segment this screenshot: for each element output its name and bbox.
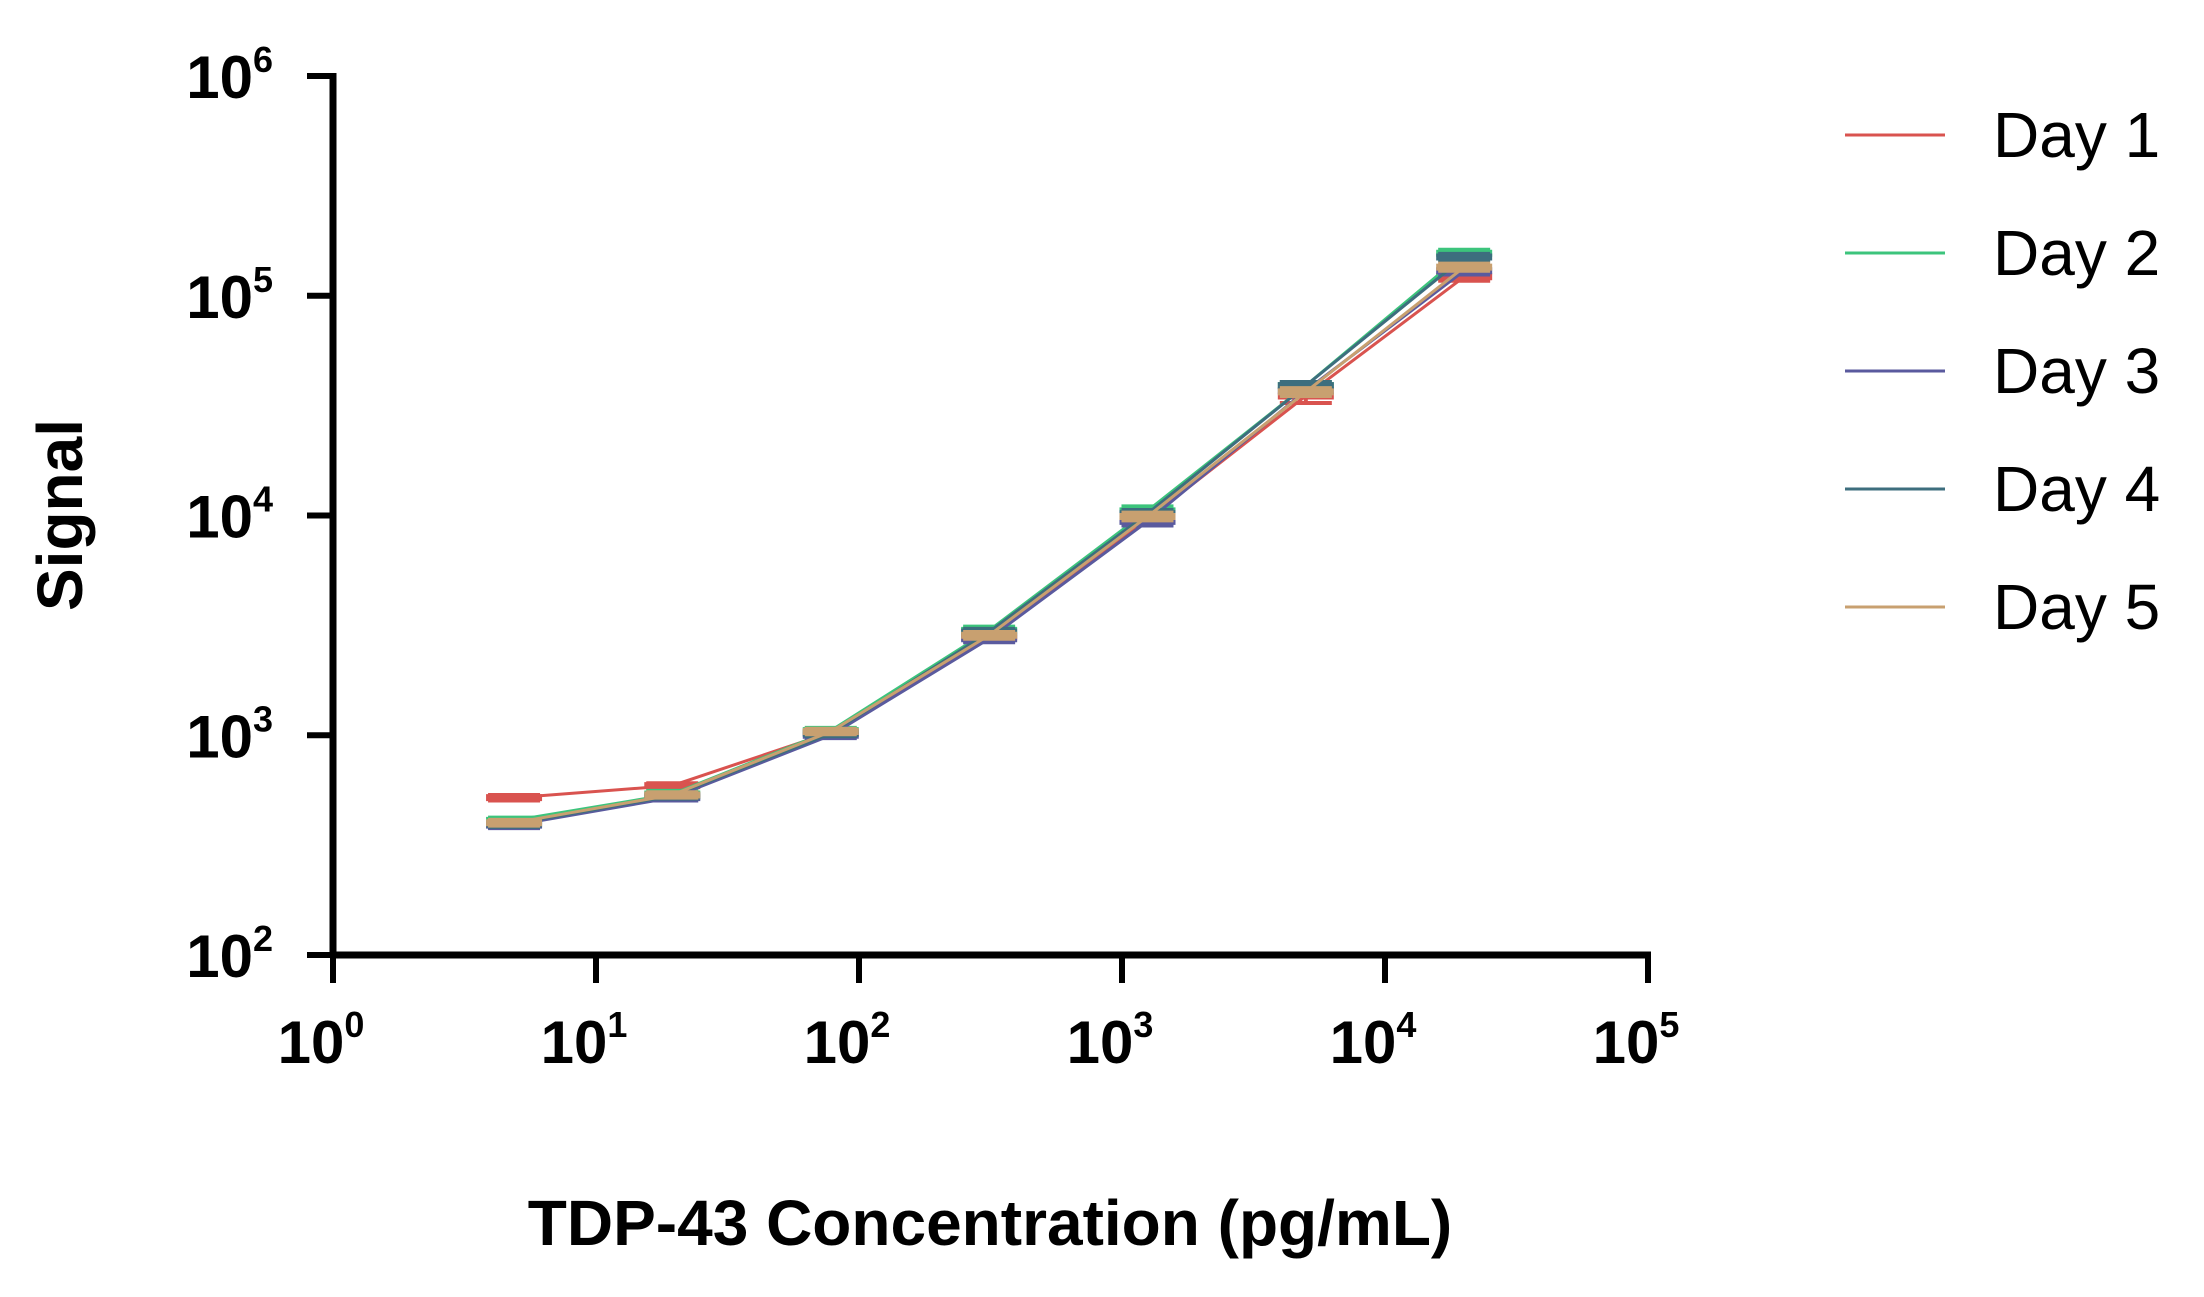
y-tick-label: 102 (186, 918, 273, 990)
data-point (1119, 510, 1176, 523)
x-tick-label: 100 (278, 1004, 365, 1076)
series-line (513, 275, 1466, 800)
x-axis-title: TDP-43 Concentration (pg/mL) (528, 1187, 1452, 1259)
y-tick-label: 105 (186, 259, 273, 331)
data-point (802, 726, 859, 737)
data-point (644, 790, 701, 800)
series-line (513, 255, 1466, 826)
x-tick-label: 104 (1330, 1004, 1417, 1076)
data-point (1436, 261, 1493, 273)
legend-item: Day 2 (1845, 217, 2160, 289)
series-day-5 (486, 261, 1493, 828)
legend-item: Day 4 (1845, 453, 2160, 525)
x-tick-label: 103 (1067, 1004, 1154, 1076)
series-day-1 (486, 270, 1493, 803)
data-point (486, 817, 543, 828)
legend-item: Day 5 (1845, 571, 2160, 643)
plot-layer (486, 247, 1493, 831)
x-tick-label: 101 (541, 1004, 628, 1076)
y-tick-label: 106 (186, 39, 273, 111)
legend-label: Day 1 (1993, 99, 2160, 171)
x-tick-label: 102 (804, 1004, 891, 1076)
legend-item: Day 3 (1845, 335, 2160, 407)
axes-layer: 102 103 104 105 106 100 101 102 103 104 105 (186, 39, 1679, 1076)
data-point (486, 792, 543, 803)
legend-label: Day 3 (1993, 335, 2160, 407)
series-day-3 (486, 265, 1493, 831)
data-point (1277, 386, 1334, 398)
y-axis-title: Signal (24, 419, 96, 611)
series-day-4 (486, 251, 1493, 829)
legend: Day 1 Day 2 Day 3 Day 4 Day 5 (1845, 99, 2160, 643)
x-tick-label: 105 (1593, 1004, 1680, 1076)
series-day-2 (486, 247, 1493, 826)
legend-label: Day 4 (1993, 453, 2160, 525)
legend-label: Day 5 (1993, 571, 2160, 643)
y-tick-label: 103 (186, 698, 273, 770)
series-line (513, 252, 1466, 822)
legend-label: Day 2 (1993, 217, 2160, 289)
series-line (513, 269, 1466, 827)
data-point (1436, 251, 1493, 263)
legend-item: Day 1 (1845, 99, 2160, 171)
series-line (513, 265, 1466, 825)
y-tick-label: 104 (186, 479, 273, 551)
data-point (961, 630, 1018, 641)
